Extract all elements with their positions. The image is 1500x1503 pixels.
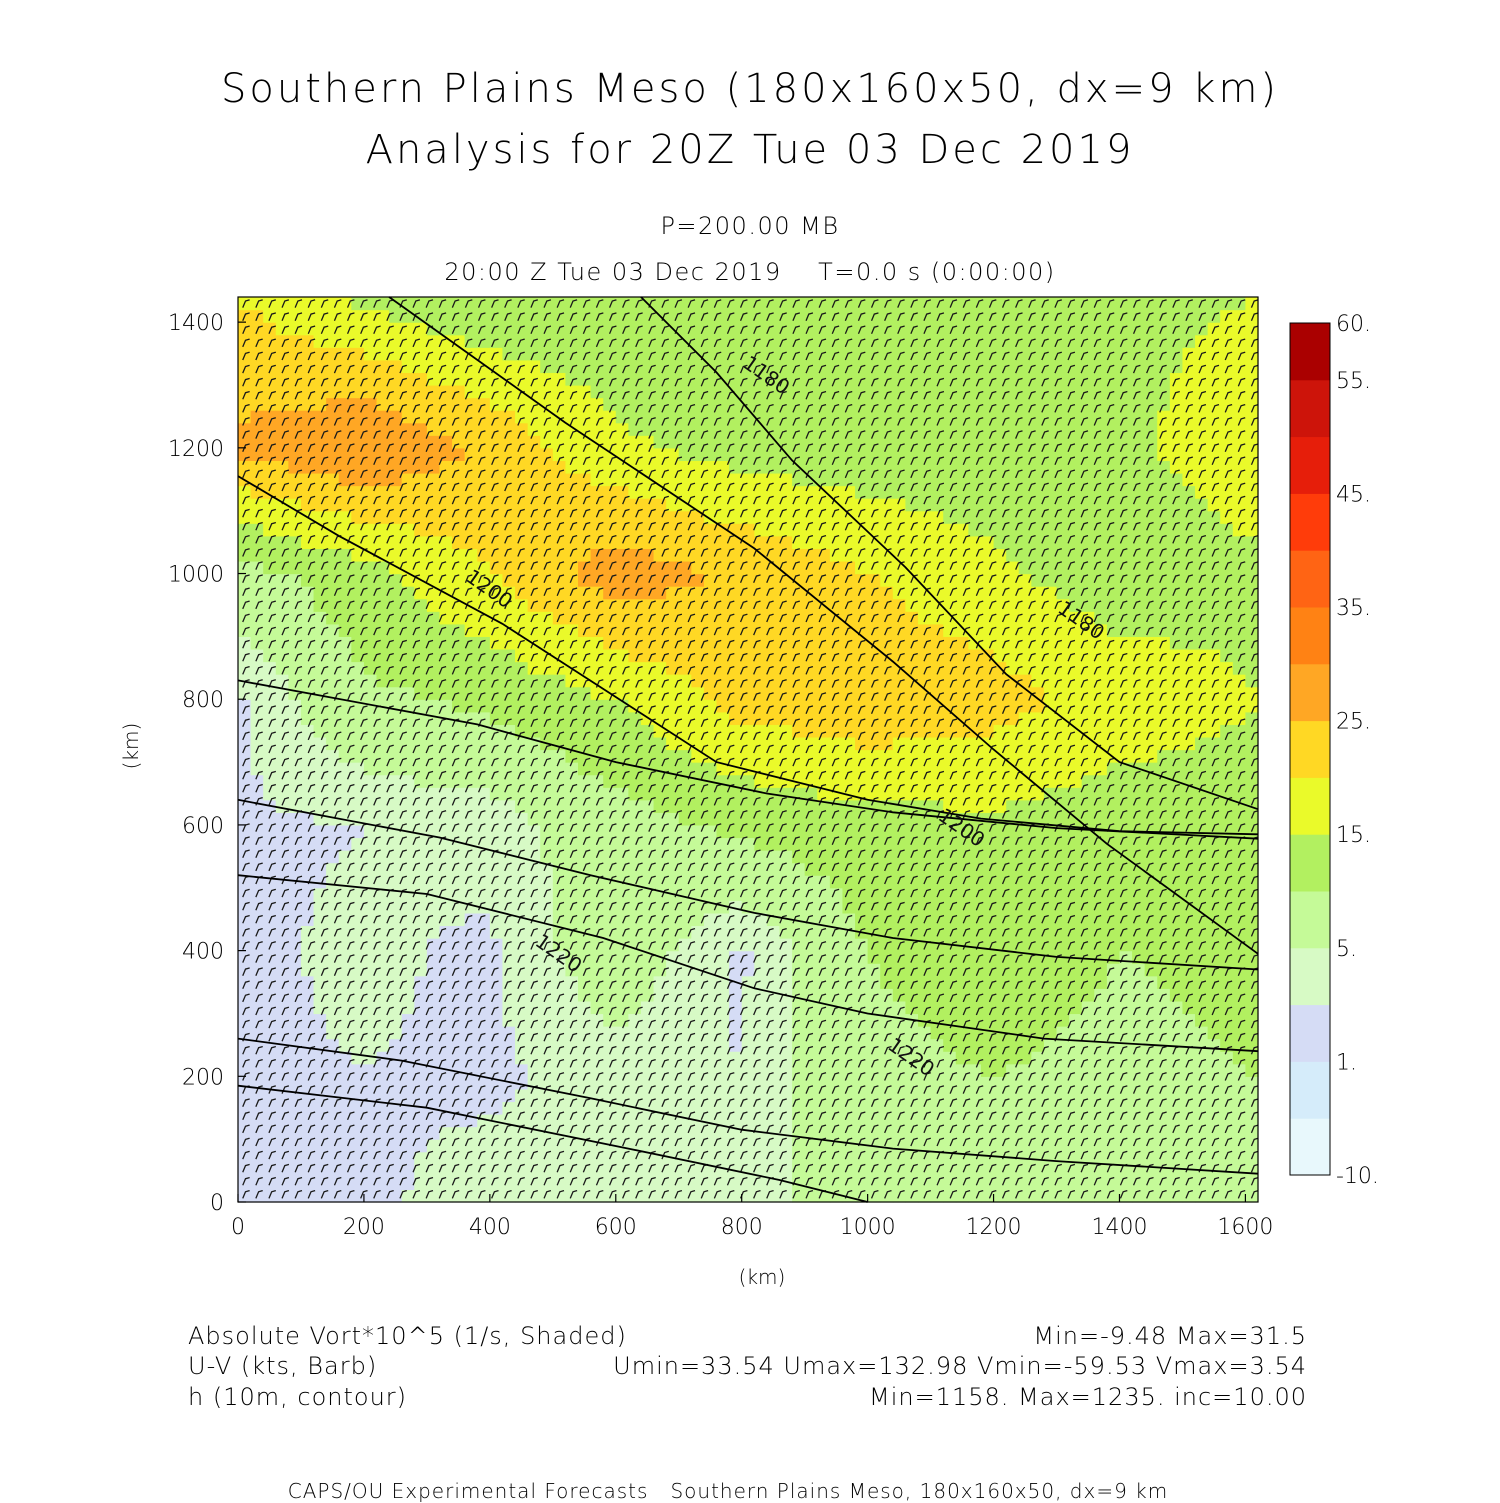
colorbar-label: 1. xyxy=(1336,1050,1357,1075)
colorbar-swatch xyxy=(1290,721,1330,778)
field1-stats: Min=-9.48 Max=31.5 xyxy=(700,1322,1307,1350)
colorbar-label: 55. xyxy=(1336,369,1371,394)
y-tick-label: 200 xyxy=(182,1065,224,1090)
colorbar-swatch xyxy=(1290,664,1330,721)
x-tick-label: 800 xyxy=(721,1215,763,1240)
colorbar-swatch xyxy=(1290,1118,1330,1175)
y-tick-label: 400 xyxy=(182,940,224,965)
colorbar-swatch xyxy=(1290,493,1330,550)
x-tick-label: 1600 xyxy=(1217,1215,1273,1240)
colorbar-swatch xyxy=(1290,891,1330,948)
y-tick-label: 800 xyxy=(182,688,224,713)
colorbar-swatch xyxy=(1290,550,1330,607)
colorbar-label: -10. xyxy=(1336,1164,1379,1189)
colorbar-swatch xyxy=(1290,607,1330,664)
colorbar-swatch xyxy=(1290,380,1330,437)
x-tick-label: 0 xyxy=(231,1215,245,1240)
colorbar-label: 15. xyxy=(1336,823,1371,848)
colorbar-label: 60. xyxy=(1336,312,1371,337)
field1-name: Absolute Vort*10^5 (1/s, Shaded) xyxy=(188,1322,627,1350)
colorbar-label: 35. xyxy=(1336,596,1371,621)
colorbar-swatch xyxy=(1290,323,1330,380)
x-tick-label: 600 xyxy=(595,1215,637,1240)
colorbar-label: 5. xyxy=(1336,937,1357,962)
x-tick-label: 1000 xyxy=(840,1215,896,1240)
y-tick-label: 1400 xyxy=(168,311,224,336)
footer-credit: CAPS/OU Experimental Forecasts Southern … xyxy=(0,1479,1456,1503)
y-tick-label: 600 xyxy=(182,814,224,839)
x-axis-label: (km) xyxy=(739,1265,786,1289)
colorbar-swatch xyxy=(1290,948,1330,1005)
y-tick-label: 0 xyxy=(210,1191,224,1216)
y-axis-label: (km) xyxy=(119,723,143,770)
x-tick-label: 1200 xyxy=(966,1215,1022,1240)
field3-stats: Min=1158. Max=1235. inc=10.00 xyxy=(700,1383,1307,1411)
field3-name: h (10m, contour) xyxy=(188,1383,407,1411)
colorbar-swatch xyxy=(1290,777,1330,834)
colorbar-swatch xyxy=(1290,1061,1330,1118)
colorbar-swatch xyxy=(1290,834,1330,891)
vorticity-shading xyxy=(238,297,1259,1203)
colorbar-label: 25. xyxy=(1336,710,1371,735)
field2-name: U-V (kts, Barb) xyxy=(188,1352,377,1380)
field2-stats: Umin=33.54 Umax=132.98 Vmin=-59.53 Vmax=… xyxy=(500,1352,1307,1380)
x-tick-label: 200 xyxy=(343,1215,385,1240)
y-tick-label: 1200 xyxy=(168,437,224,462)
x-tick-label: 400 xyxy=(469,1215,511,1240)
y-tick-label: 1000 xyxy=(168,563,224,588)
colorbar-label: 45. xyxy=(1336,482,1371,507)
colorbar-swatch xyxy=(1290,437,1330,494)
colorbar-swatch xyxy=(1290,1005,1330,1062)
x-tick-label: 1400 xyxy=(1091,1215,1147,1240)
